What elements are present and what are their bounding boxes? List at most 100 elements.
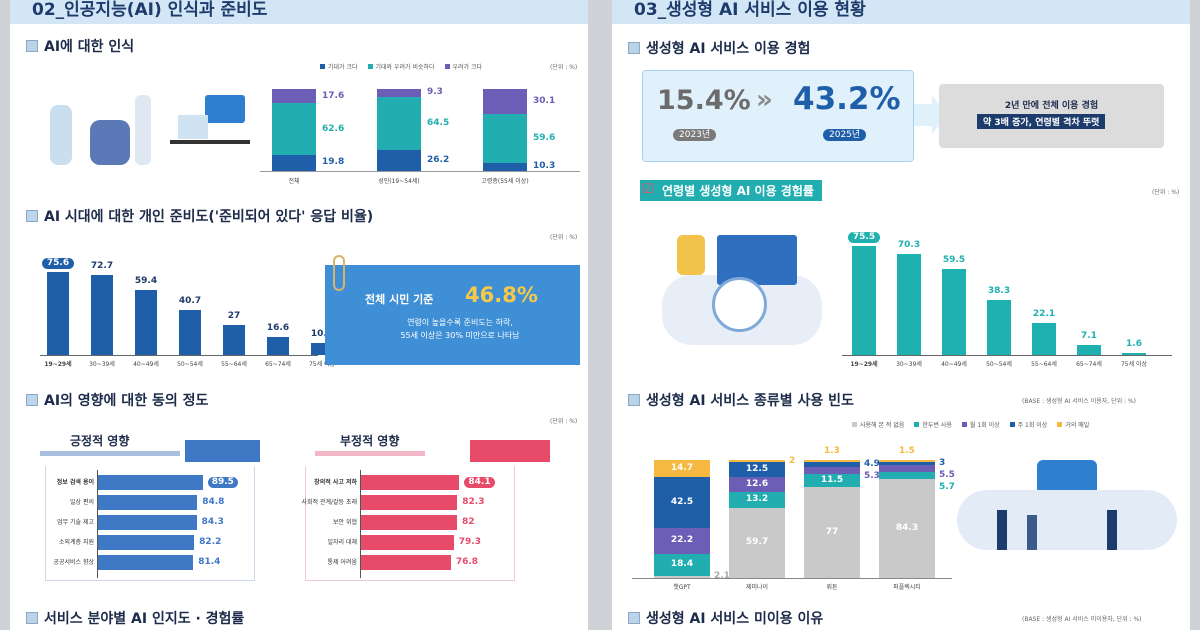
legend-label: 기대가 크다: [328, 64, 358, 71]
stacked-segment: [483, 162, 527, 171]
legend-item: 주 1회 이상: [1000, 422, 1047, 429]
stacked-segment: [879, 460, 935, 462]
stacked-segment: [483, 113, 527, 163]
stacked-segment: [804, 487, 860, 578]
paperclip-icon: [333, 255, 345, 291]
bar: [98, 535, 195, 550]
section-title: 생성형 AI 서비스 종류별 사용 빈도: [646, 393, 854, 409]
checkbox-icon: [26, 612, 38, 624]
bar: [98, 555, 194, 570]
stacked-segment: [804, 460, 860, 462]
section-service-awareness: 서비스 분야별 AI 인지도 · 경험률: [26, 608, 244, 628]
legend-item: 월 1회 이상: [952, 422, 1000, 429]
data-label: 81.4: [198, 557, 221, 567]
checkbox-icon: [628, 394, 640, 406]
stacked-segment: [483, 89, 527, 114]
data-label: 1.5: [899, 446, 915, 456]
axis-line: [632, 578, 952, 579]
category-label: 30~39세: [896, 361, 922, 368]
pencil-decoration: [185, 440, 260, 462]
data-label: 19.8: [322, 157, 345, 168]
arrow-icon: [914, 104, 934, 126]
category-label: 55~64세: [221, 361, 247, 368]
data-label: 16.6: [266, 322, 290, 333]
data-label: 82.2: [199, 537, 222, 547]
category-label: 고령층(55세 이상): [481, 178, 529, 185]
data-label: 13.2: [745, 494, 769, 505]
unit-label: (단위 : %): [550, 418, 578, 425]
axis-line: [842, 355, 1172, 356]
bar: [98, 495, 198, 510]
legend-label: 월 1회 이상: [969, 422, 1000, 429]
data-label: 5.3: [864, 470, 880, 481]
category-label: 전체: [288, 178, 300, 185]
value-2025: 43.2%: [793, 81, 901, 117]
note-text: 2년 만에 전체 이용 경험: [1004, 101, 1099, 111]
data-label: 10.3: [533, 161, 556, 172]
legend-item: 우려가 크다: [435, 64, 482, 71]
stacked-segment: [729, 491, 785, 508]
data-label: 5.5: [939, 470, 955, 481]
data-label: 4.9: [864, 458, 880, 469]
check-icon: ☑: [642, 182, 654, 197]
legend-swatch: [320, 64, 325, 69]
bar: [47, 271, 69, 355]
positive-frame: [45, 466, 255, 581]
data-label: 84.3: [895, 522, 919, 533]
bar: [1032, 323, 1056, 355]
data-label: 7.1: [1081, 330, 1097, 341]
stacked-segment: [729, 462, 785, 478]
row-label: 일자리 대체: [327, 539, 357, 546]
legend-item: 기대와 우려가 비슷하다: [358, 64, 435, 71]
legend-swatch: [367, 64, 373, 69]
right-header: 03_생성형 AI 서비스 이용 현황: [612, 0, 1190, 24]
legend-swatch: [1009, 422, 1015, 427]
data-label: 82: [461, 517, 475, 527]
checkbox-icon: [26, 210, 38, 222]
frequency-legend: 사용해 본 적 없음 한두번 사용 월 1회 이상 주 1회 이상 거의 매일: [842, 420, 1089, 429]
data-label: 59.7: [745, 537, 769, 548]
section-ai-perception: AI에 대한 인식: [26, 36, 134, 56]
section-usage-experience: 생성형 AI 서비스 이용 경험: [628, 38, 810, 58]
row-label: 공공서비스 향상: [53, 559, 94, 566]
data-label: 1.6: [1126, 338, 1142, 349]
row-label: 업무 기술 제고: [57, 519, 94, 526]
data-label: 76.8: [455, 557, 479, 567]
data-label: 79.3: [458, 537, 481, 547]
row-label: 보안 위협: [333, 519, 357, 526]
data-label: 14.7: [670, 463, 694, 474]
stacked-segment: [654, 575, 710, 578]
legend-item: 거의 매일: [1047, 422, 1089, 429]
legend-swatch: [1057, 422, 1063, 427]
stacked-segment: [879, 471, 935, 479]
data-label: 59.4: [134, 275, 158, 286]
stacked-segment: [879, 465, 935, 472]
note-highlight: 약 3배 증가, 연령별 격차 뚜렷: [977, 114, 1106, 129]
perception-legend: 기대가 크다 기대와 우려가 비슷하다 우려가 크다: [310, 62, 482, 71]
right-panel: 03_생성형 AI 서비스 이용 현황 생성형 AI 서비스 이용 경험 15.…: [612, 0, 1190, 630]
bar: [267, 336, 289, 355]
bar: [1122, 352, 1146, 355]
ai-robot-illustration: [662, 215, 842, 350]
stacked-segment: [879, 478, 935, 578]
data-label: 89.5: [207, 477, 238, 488]
legend-swatch: [444, 64, 450, 69]
data-label: 1.3: [824, 446, 840, 456]
readiness-callout: 전체 시민 기준 46.8% 연령이 높을수록 준비도는 하락, 55세 이상은…: [325, 255, 580, 365]
age-usage-title: 연령별 생성형 AI 이용 경험률: [640, 180, 822, 201]
stacked-segment: [879, 461, 935, 466]
data-label: 84.1: [464, 477, 495, 488]
data-label: 72.7: [90, 261, 114, 272]
data-label: 12.6: [745, 479, 769, 490]
value-2023: 15.4%: [657, 85, 751, 116]
stacked-segment: [729, 477, 785, 492]
bar: [852, 246, 876, 355]
callout-value: 46.8%: [465, 283, 538, 307]
category-label: 75세 이상: [308, 361, 336, 368]
checkbox-icon: [26, 40, 38, 52]
category-label: 65~74세: [265, 361, 291, 368]
stacked-segment: [654, 460, 710, 478]
stacked-segment: [272, 103, 316, 155]
bar: [311, 343, 333, 355]
section-title: 연령별 생성형 AI 이용 경험률: [662, 184, 814, 198]
